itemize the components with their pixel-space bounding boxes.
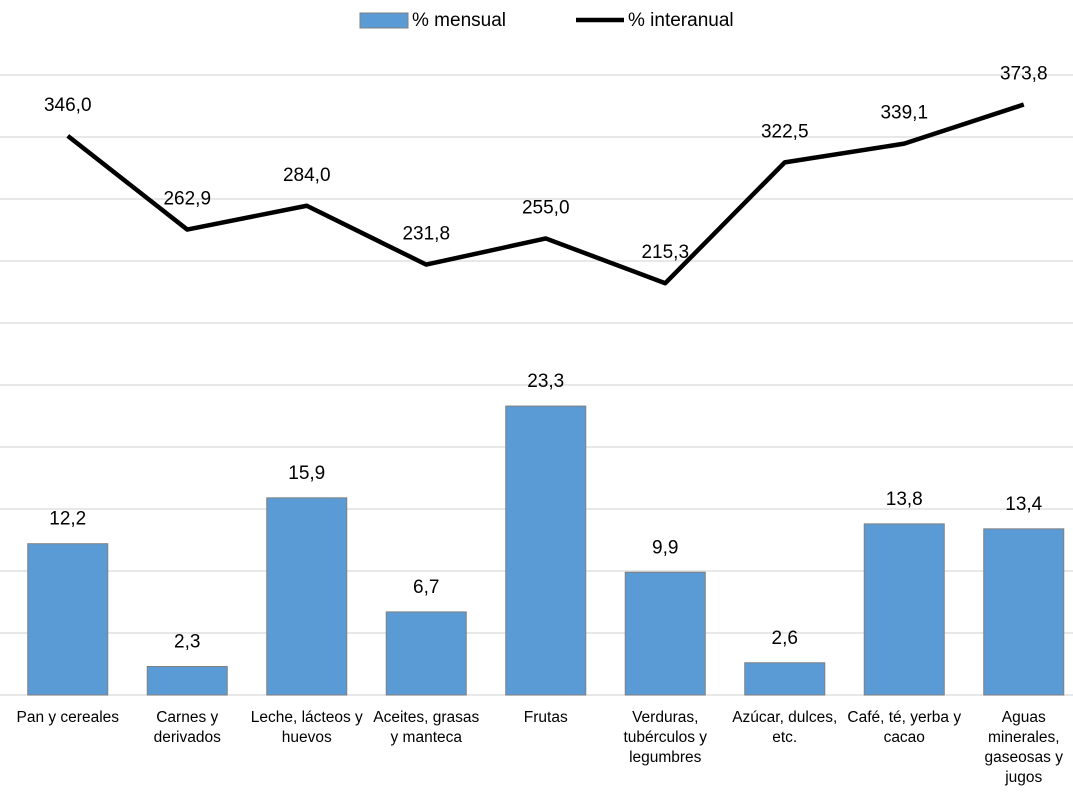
bar (744, 662, 826, 696)
data-label: 2,6 (772, 628, 798, 649)
data-label: 6,7 (413, 577, 439, 598)
x-tick-label: Pan y cereales (16, 709, 120, 726)
data-label: 346,0 (44, 95, 92, 116)
bar (266, 497, 348, 696)
data-label: 339,1 (880, 103, 928, 124)
bar (983, 528, 1065, 696)
bar (624, 571, 706, 696)
bar (863, 523, 945, 696)
data-label: 13,4 (1005, 494, 1042, 515)
data-label: 373,8 (1000, 64, 1048, 85)
data-label: 13,8 (886, 489, 923, 510)
x-tick-label: Verduras, tubérculos y legumbres (623, 709, 708, 766)
data-label: 284,0 (283, 165, 331, 186)
data-label: 215,3 (641, 242, 689, 263)
x-tick-label: Aguas minerales, gaseosas y jugos (984, 709, 1063, 786)
x-tick-label: Carnes y derivados (153, 709, 221, 746)
data-label: 255,0 (522, 197, 570, 218)
legend-swatch (359, 12, 409, 29)
x-tick-label: Frutas (523, 709, 568, 726)
data-label: 262,9 (163, 189, 211, 210)
data-label: 2,3 (174, 631, 200, 652)
data-label: 322,5 (761, 121, 809, 142)
bar (146, 665, 228, 696)
x-tick-label: Café, té, yerba y cacao (847, 709, 962, 746)
data-label: 12,2 (49, 509, 86, 530)
legend-label: % mensual (412, 10, 506, 31)
data-label: 23,3 (527, 371, 564, 392)
x-tick-label: Azúcar, dulces, etc. (732, 709, 838, 746)
line (66, 102, 1025, 286)
data-label: 9,9 (652, 537, 678, 558)
data-label: 15,9 (288, 463, 325, 484)
legend-label: % interanual (628, 10, 734, 31)
x-tick-label: Leche, lácteos y huevos (250, 709, 363, 746)
data-label: 231,8 (402, 224, 450, 245)
bar (385, 611, 467, 696)
x-tick-label: Aceites, grasas y manteca (373, 709, 480, 746)
bar (27, 543, 109, 696)
bar (505, 405, 587, 696)
